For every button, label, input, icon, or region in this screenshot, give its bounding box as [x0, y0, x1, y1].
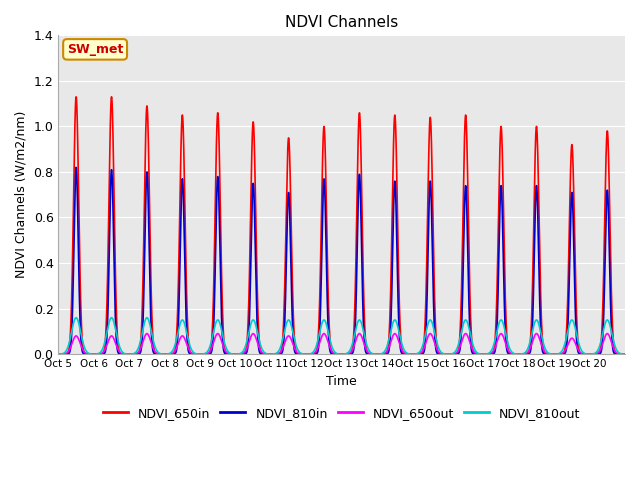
NDVI_810out: [500, 326, 508, 332]
NDVI_810in: [415, 351, 422, 357]
Line: NDVI_810out: NDVI_810out: [58, 318, 625, 354]
NDVI_650in: [621, 351, 629, 357]
Text: SW_met: SW_met: [67, 43, 124, 56]
NDVI_810in: [72, 165, 80, 170]
NDVI_650in: [465, 219, 472, 225]
Title: NDVI Channels: NDVI Channels: [285, 15, 398, 30]
NDVI_650out: [54, 351, 62, 357]
NDVI_810out: [415, 350, 422, 356]
NDVI_650out: [615, 351, 623, 357]
NDVI_650out: [415, 351, 422, 357]
NDVI_810in: [535, 248, 543, 253]
NDVI_810in: [54, 351, 62, 357]
NDVI_650in: [535, 189, 543, 195]
NDVI_810in: [465, 280, 472, 286]
Line: NDVI_810in: NDVI_810in: [58, 168, 625, 354]
NDVI_810out: [621, 351, 629, 357]
X-axis label: Time: Time: [326, 374, 357, 387]
NDVI_810out: [72, 315, 80, 321]
NDVI_650in: [72, 94, 80, 100]
Legend: NDVI_650in, NDVI_810in, NDVI_650out, NDVI_810out: NDVI_650in, NDVI_810in, NDVI_650out, NDV…: [98, 402, 586, 425]
NDVI_650in: [54, 351, 62, 357]
NDVI_810in: [171, 351, 179, 357]
Line: NDVI_650in: NDVI_650in: [58, 97, 625, 354]
NDVI_650in: [415, 351, 422, 357]
Line: NDVI_650out: NDVI_650out: [58, 334, 625, 354]
NDVI_650out: [500, 337, 508, 343]
NDVI_650in: [615, 351, 623, 357]
NDVI_810out: [615, 350, 623, 356]
NDVI_810in: [621, 351, 629, 357]
NDVI_650out: [171, 349, 179, 355]
Y-axis label: NDVI Channels (W/m2/nm): NDVI Channels (W/m2/nm): [15, 111, 28, 278]
NDVI_650out: [604, 331, 611, 336]
NDVI_810out: [465, 323, 472, 329]
NDVI_650out: [621, 351, 629, 357]
NDVI_810out: [535, 321, 543, 326]
NDVI_650in: [171, 349, 179, 355]
NDVI_650out: [534, 333, 542, 339]
NDVI_810out: [54, 351, 62, 357]
NDVI_810in: [615, 351, 623, 357]
NDVI_650out: [465, 335, 472, 340]
NDVI_650in: [500, 263, 508, 268]
NDVI_810in: [500, 308, 508, 314]
NDVI_810out: [171, 343, 179, 349]
